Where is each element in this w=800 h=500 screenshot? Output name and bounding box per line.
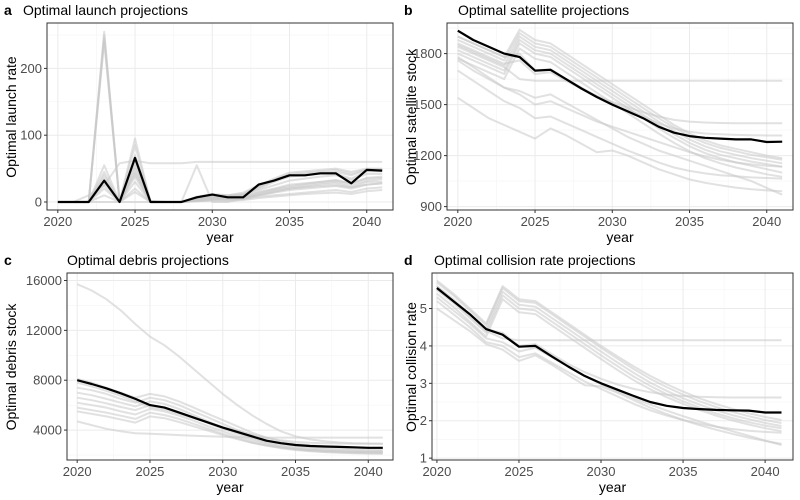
projection-line <box>76 420 383 439</box>
x-tick-label: 2020 <box>43 214 72 229</box>
y-tick-label: 0 <box>35 194 42 209</box>
x-tick-label: 2040 <box>752 214 781 229</box>
panel-title: Optimal collision rate projections <box>434 252 636 268</box>
x-axis-label: year <box>216 479 244 495</box>
panel-title: Optimal debris projections <box>67 252 229 268</box>
y-tick-label: 12000 <box>26 323 62 338</box>
x-tick-label: 2035 <box>281 464 310 479</box>
projection-line <box>436 285 782 342</box>
x-axis-label: year <box>599 479 627 495</box>
y-tick-label: 1200 <box>413 148 442 163</box>
panel-title: Optimal launch projections <box>23 2 188 18</box>
panel-title: Optimal satellite projections <box>458 2 629 18</box>
y-tick-label: 1800 <box>413 46 442 61</box>
y-axis-label: Optimal satellite stock <box>403 48 419 185</box>
panel-d: 2020 2025 2030 2035 2040 1 2 3 4 5 d Optimal collis… <box>403 252 794 495</box>
optimal-line <box>57 156 383 204</box>
y-tick-label: 1 <box>420 451 427 466</box>
panel-letter: c <box>4 252 12 268</box>
y-tick-label: 2 <box>420 413 427 428</box>
projection-line <box>76 283 383 445</box>
x-tick-label: 2025 <box>521 214 550 229</box>
x-axis-label: year <box>606 229 634 245</box>
projection-line <box>457 69 783 180</box>
x-tick-label: 2040 <box>352 214 381 229</box>
x-tick-label: 2030 <box>208 464 237 479</box>
projection-line <box>436 307 782 445</box>
projection-line <box>457 28 783 160</box>
panel-c: 2020 2025 2030 2035 2040 4000 8000 12000 16000 c O… <box>3 252 394 495</box>
projection-lines <box>457 28 783 196</box>
x-tick-label: 2040 <box>751 464 780 479</box>
plot-border <box>446 22 794 211</box>
projection-lines <box>436 279 782 446</box>
projection-line <box>77 386 383 451</box>
y-tick-label: 16000 <box>26 273 62 288</box>
projection-line <box>457 56 783 168</box>
y-axis-label: Optimal launch rate <box>3 56 19 178</box>
y-tick-label: 200 <box>20 61 42 76</box>
projection-line <box>57 159 383 203</box>
x-tick-label: 2020 <box>443 214 472 229</box>
y-tick-label: 4 <box>420 338 427 353</box>
y-tick-label: 5 <box>420 301 427 316</box>
projection-line <box>57 40 383 203</box>
x-tick-label: 2020 <box>63 464 92 479</box>
projection-line <box>436 292 782 433</box>
projection-line <box>457 96 783 193</box>
x-tick-label: 2035 <box>275 214 304 229</box>
x-tick-label: 2030 <box>587 464 616 479</box>
y-tick-label: 100 <box>20 128 42 143</box>
x-tick-label: 2025 <box>135 464 164 479</box>
y-tick-label: 900 <box>420 199 442 214</box>
optimal-line <box>436 287 782 414</box>
projection-line <box>436 296 782 446</box>
x-tick-label: 2020 <box>422 464 451 479</box>
y-axis-label: Optimal collision rate <box>403 302 419 432</box>
projection-line <box>457 42 783 125</box>
x-axis-label: year <box>206 229 234 245</box>
projection-lines <box>57 30 383 203</box>
y-tick-label: 4000 <box>33 423 62 438</box>
x-tick-label: 2025 <box>505 464 534 479</box>
projection-line <box>457 59 783 196</box>
panel-a: 2020 2025 2030 2035 2040 0 100 200 a Optimal laun… <box>3 2 394 245</box>
y-tick-label: 1500 <box>413 97 442 112</box>
gridlines <box>47 23 393 210</box>
panel-letter: b <box>404 2 413 18</box>
projection-line <box>436 285 782 427</box>
y-tick-label: 3 <box>420 376 427 391</box>
projection-line <box>457 32 783 161</box>
projection-line <box>436 289 782 430</box>
panel-letter: a <box>4 2 12 18</box>
panel-letter: d <box>404 252 413 268</box>
panel-b: 2020 2025 2030 2035 2040 900 1200 1500 1800 b Opti… <box>403 2 794 245</box>
y-axis-label: Optimal debris stock <box>3 303 19 431</box>
plot-border <box>46 22 394 211</box>
projection-line <box>57 164 383 203</box>
x-tick-label: 2030 <box>198 214 227 229</box>
projection-line <box>457 35 783 165</box>
x-tick-label: 2040 <box>354 464 383 479</box>
x-tick-label: 2025 <box>121 214 150 229</box>
plot-border <box>431 272 794 461</box>
projection-line <box>457 45 783 82</box>
projection-line <box>57 189 383 203</box>
x-tick-label: 2035 <box>675 214 704 229</box>
y-tick-label: 8000 <box>33 373 62 388</box>
optimal-line <box>457 29 783 144</box>
x-tick-label: 2030 <box>598 214 627 229</box>
optimal-line <box>76 379 383 449</box>
plot-border <box>66 272 394 461</box>
x-tick-label: 2035 <box>669 464 698 479</box>
